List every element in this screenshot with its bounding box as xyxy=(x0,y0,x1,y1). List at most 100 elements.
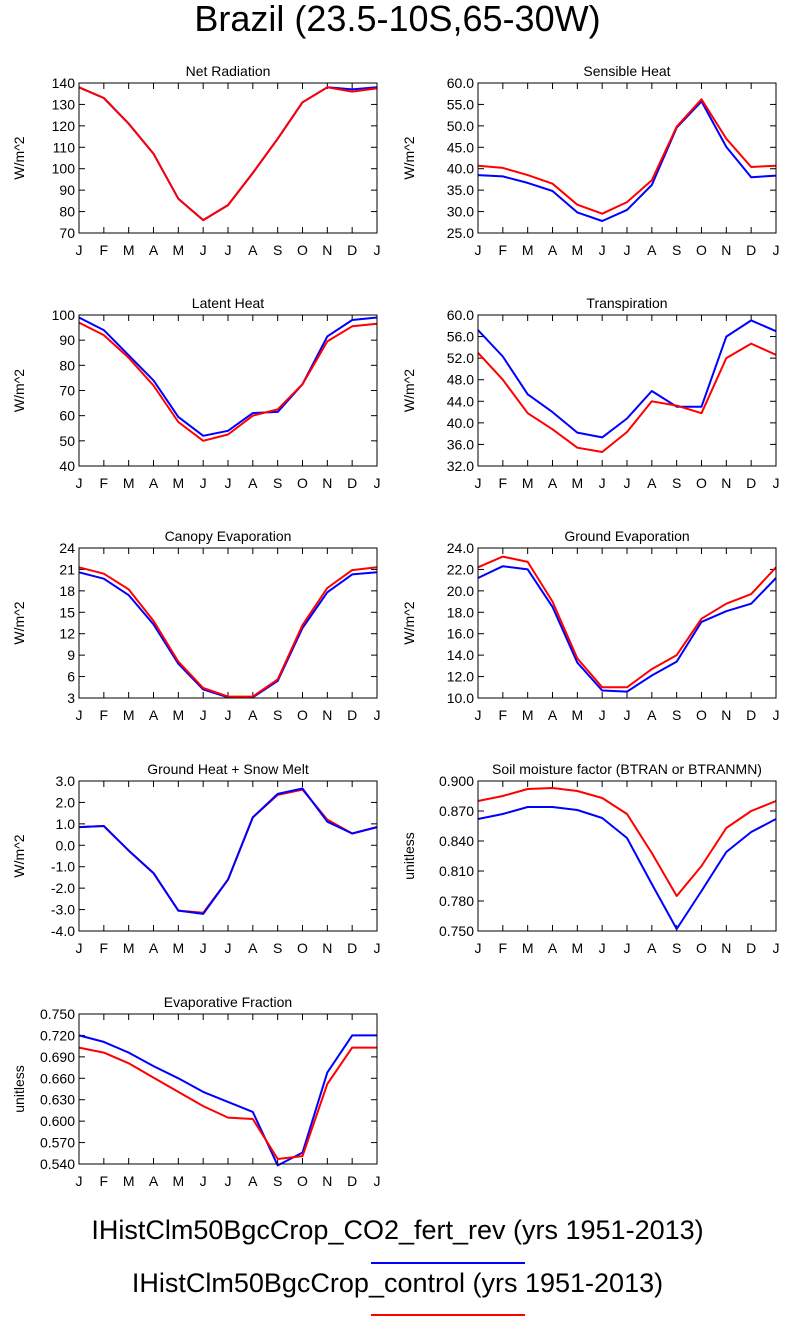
x-tick-label: J xyxy=(374,1173,381,1189)
x-tick-label: M xyxy=(123,475,135,491)
y-tick-label: 1.0 xyxy=(56,816,76,832)
y-tick-label: 90 xyxy=(59,182,75,198)
x-tick-label: D xyxy=(347,707,357,723)
x-tick-label: J xyxy=(225,940,232,956)
x-tick-label: J xyxy=(374,475,381,491)
y-tick-label: 70 xyxy=(59,383,75,399)
x-tick-label: M xyxy=(172,707,184,723)
x-tick-label: J xyxy=(374,940,381,956)
y-axis-label: W/m^2 xyxy=(11,834,27,877)
y-tick-label: 0.0 xyxy=(56,837,76,853)
legend-label-control: IHistClm50BgcCrop_control (yrs 1951-2013… xyxy=(131,1268,664,1298)
x-tick-label: J xyxy=(76,1173,83,1189)
x-tick-label: M xyxy=(123,1173,135,1189)
y-tick-label: 15 xyxy=(59,604,75,620)
x-tick-label: F xyxy=(499,242,508,258)
x-tick-label: J xyxy=(599,707,606,723)
series-line-blue xyxy=(477,565,777,693)
chart-ground-heat-snow-melt: Ground Heat + Snow Melt W/m^2 -4.0 -3.0 -2.0… xyxy=(11,761,381,956)
y-tick-label: 120 xyxy=(52,118,76,134)
x-tick-label: O xyxy=(696,475,707,491)
plot-frame xyxy=(477,547,777,699)
x-tick-label: F xyxy=(499,940,508,956)
x-tick-label: J xyxy=(624,475,631,491)
x-tick-label: J xyxy=(225,707,232,723)
x-tick-label: D xyxy=(347,940,357,956)
x-tick-label: J xyxy=(599,475,606,491)
y-tick-label: 35.0 xyxy=(447,182,474,198)
series-line-blue xyxy=(78,86,378,222)
chart-title: Ground Evaporation xyxy=(564,528,689,544)
x-tick-label: J xyxy=(475,940,482,956)
x-tick-label: J xyxy=(773,242,780,258)
y-tick-label: 0.870 xyxy=(439,803,474,819)
x-tick-label: A xyxy=(248,242,258,258)
x-tick-label: J xyxy=(76,707,83,723)
y-tick-label: 0.720 xyxy=(40,1027,75,1043)
x-tick-label: N xyxy=(322,475,332,491)
x-tick-label: J xyxy=(76,242,83,258)
x-tick-label: J xyxy=(773,940,780,956)
series-line-blue xyxy=(78,1034,377,1167)
y-tick-label: 48.0 xyxy=(447,372,474,388)
x-tick-label: J xyxy=(200,707,207,723)
plot-frame xyxy=(78,314,378,467)
x-tick-label: F xyxy=(499,707,508,723)
y-tick-label: 44.0 xyxy=(447,393,474,409)
x-tick-label: S xyxy=(273,1173,282,1189)
x-tick-label: N xyxy=(721,475,731,491)
x-tick-label: A xyxy=(548,940,558,956)
y-tick-label: 0.540 xyxy=(40,1156,75,1172)
y-tick-label: 0.750 xyxy=(439,923,474,939)
x-tick-label: S xyxy=(672,940,681,956)
y-tick-label: 18 xyxy=(59,583,75,599)
x-tick-label: M xyxy=(522,242,534,258)
legend-swatch-co2-fert-rev xyxy=(371,1262,525,1264)
y-tick-label: 56.0 xyxy=(447,329,474,345)
x-tick-label: J xyxy=(475,242,482,258)
x-tick-label: F xyxy=(100,1173,109,1189)
y-axis-label: W/m^2 xyxy=(11,136,27,179)
y-tick-label: 0.600 xyxy=(40,1113,75,1129)
y-axis-label: unitless xyxy=(401,832,417,879)
y-tick-label: 40 xyxy=(59,458,75,474)
x-tick-label: J xyxy=(200,475,207,491)
series-line-red xyxy=(477,555,777,689)
chart-title: Ground Heat + Snow Melt xyxy=(147,761,309,777)
x-tick-label: N xyxy=(721,242,731,258)
series-line-red xyxy=(78,1046,377,1160)
x-tick-label: A xyxy=(248,1173,258,1189)
x-tick-label: M xyxy=(571,242,583,258)
y-tick-label: 110 xyxy=(53,139,76,155)
x-tick-label: A xyxy=(647,242,657,258)
x-tick-label: D xyxy=(347,475,357,491)
y-tick-label: 80 xyxy=(59,204,75,220)
x-tick-label: N xyxy=(721,940,731,956)
x-tick-label: J xyxy=(374,707,381,723)
series-line-red xyxy=(78,321,378,442)
y-tick-label: 3.0 xyxy=(56,773,76,789)
chart-title: Canopy Evaporation xyxy=(165,528,292,544)
x-tick-label: A xyxy=(647,707,657,723)
y-tick-label: 0.810 xyxy=(439,863,474,879)
x-tick-label: M xyxy=(172,940,184,956)
legend-swatch-control xyxy=(371,1314,525,1316)
y-tick-label: 0.630 xyxy=(40,1092,75,1108)
x-tick-label: F xyxy=(100,707,109,723)
x-tick-label: J xyxy=(624,242,631,258)
x-tick-label: D xyxy=(746,242,756,258)
chart-title: Net Radiation xyxy=(186,63,271,79)
series-line-blue xyxy=(78,571,378,699)
chart-net-radiation: Net Radiation W/m^2 70 80 90 100 110 120 130 140 J… xyxy=(11,63,381,258)
x-tick-label: O xyxy=(696,707,707,723)
series-line-blue xyxy=(477,806,777,930)
x-tick-label: M xyxy=(172,242,184,258)
x-tick-label: S xyxy=(672,475,681,491)
y-tick-label: 9 xyxy=(67,647,75,663)
x-tick-label: N xyxy=(322,242,332,258)
y-tick-label: 16.0 xyxy=(447,626,474,642)
x-tick-label: D xyxy=(746,475,756,491)
chart-soil-moisture-factor-btran-or-btranmn: Soil moisture factor (BTRAN or BTRANMN) u… xyxy=(401,761,780,956)
y-tick-label: 22.0 xyxy=(447,561,474,577)
